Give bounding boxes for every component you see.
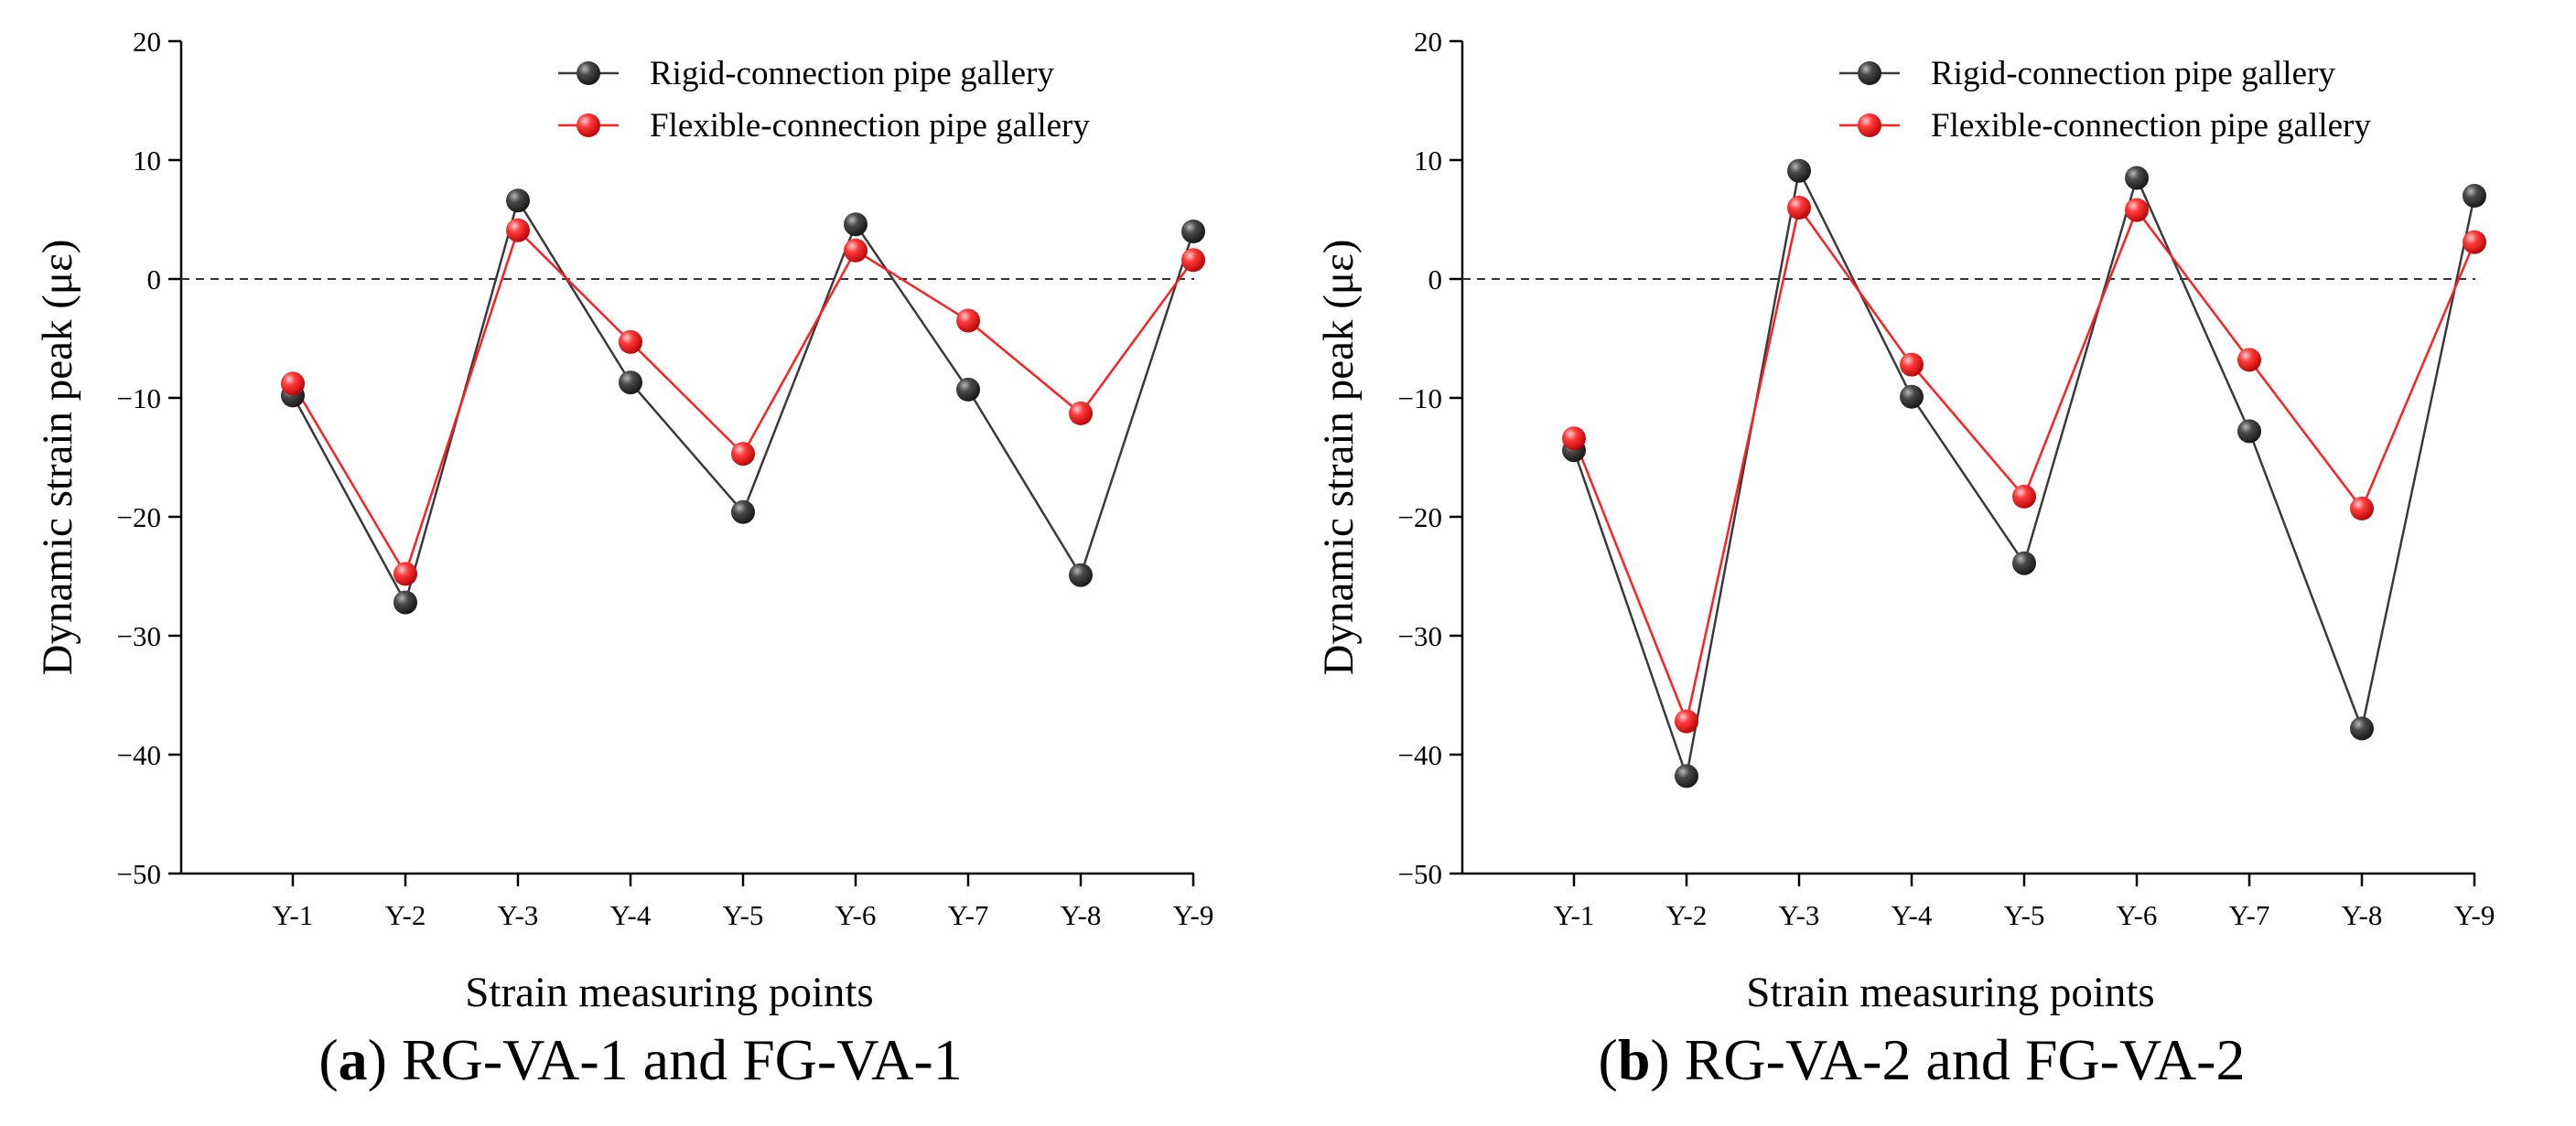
flexible-point (2350, 496, 2374, 520)
rigid-point (1181, 220, 1205, 243)
x-tick-label: Y-5 (2004, 899, 2045, 931)
y-tick-label: −40 (1398, 739, 1442, 771)
legend-label-flexible: Flexible-connection pipe gallery (1931, 107, 2371, 145)
x-tick-label: Y-2 (1666, 899, 1708, 931)
flexible-point (1562, 426, 1586, 451)
legend-marker-flexible (577, 113, 600, 137)
flexible-point (731, 442, 755, 466)
x-tick-label: Y-6 (2117, 899, 2158, 931)
y-tick-label: 0 (1428, 263, 1443, 295)
series-line-rigid (291, 198, 1195, 606)
y-axis-title: Dynamic strain peak (με) (1315, 240, 1363, 676)
y-tick-label: −50 (117, 858, 161, 890)
legend-marker-rigid (577, 61, 600, 85)
y-tick-label: 20 (133, 26, 161, 58)
rigid-point (2463, 184, 2486, 208)
x-tick-label: Y-5 (723, 899, 764, 931)
y-tick-label: 10 (133, 145, 161, 177)
flexible-point (1069, 401, 1093, 425)
caption-letter-a: a (338, 1027, 368, 1092)
x-tick-label: Y-8 (1061, 899, 1102, 931)
x-tick-label: Y-7 (948, 899, 989, 931)
flexible-point (2463, 230, 2486, 254)
x-tick-label: Y-3 (1779, 899, 1820, 931)
x-tick-label: Y-4 (610, 899, 652, 931)
x-tick-label: Y-1 (273, 899, 314, 931)
y-tick-label: −30 (1398, 620, 1442, 652)
flexible-point (506, 218, 530, 242)
x-tick-label: Y-9 (1173, 899, 1214, 931)
y-tick-label: 20 (1414, 26, 1442, 58)
legend-label-rigid: Rigid-connection pipe gallery (1931, 55, 2335, 92)
y-tick-label: −20 (1398, 501, 1442, 533)
x-tick-label: Y-4 (1892, 899, 1933, 931)
rigid-point (2237, 419, 2261, 444)
flexible-point (2012, 484, 2036, 509)
caption-letter-b: b (1617, 1027, 1651, 1092)
rigid-point (1900, 384, 1924, 409)
flexible-point (844, 238, 868, 263)
x-tick-label: Y-7 (2229, 899, 2270, 931)
x-axis-title: Strain measuring points (465, 969, 873, 1016)
flexible-point (619, 329, 642, 354)
caption-a: (a) RG-VA-1 and FG-VA-1 (318, 1027, 963, 1092)
flexible-point (1900, 352, 1924, 377)
rigid-point (844, 212, 868, 237)
rigid-point (731, 499, 755, 524)
flexible-point (2125, 198, 2149, 222)
chart-b: −50 −40 −30 −20 −10 0 10 20 Y-1 Y-2 Y-3 Y-4 Y-5 Y-6 Y-… (1315, 26, 2495, 1016)
rigid-point (619, 370, 642, 395)
y-tick-label: −50 (1398, 858, 1442, 890)
rigid-point (506, 188, 530, 213)
x-tick-label: Y-3 (498, 899, 539, 931)
y-tick-label: 10 (1414, 145, 1442, 177)
caption-text-a: RG-VA-1 and FG-VA-1 (401, 1027, 963, 1092)
flexible-point (393, 562, 417, 586)
rigid-point (1069, 563, 1093, 587)
caption-b: (b) RG-VA-2 and FG-VA-2 (1598, 1027, 2246, 1092)
caption-text-b: RG-VA-2 and FG-VA-2 (1684, 1027, 2246, 1092)
x-tick-label: Y-9 (2454, 899, 2495, 931)
rigid-point (1787, 158, 1811, 183)
legend-label-rigid: Rigid-connection pipe gallery (650, 55, 1054, 92)
series-line-flexible (1572, 204, 2476, 725)
chart-a: −50 −40 −30 −20 −10 0 10 20 Y-1 Y-2 Y-3 Y-4 Y-5 Y-6 Y-… (34, 26, 1214, 1016)
rigid-point (1675, 764, 1698, 788)
x-axis-title: Strain measuring points (1746, 969, 2154, 1016)
flexible-point (1675, 709, 1698, 734)
flexible-point (1787, 196, 1811, 220)
y-tick-label: −10 (1398, 382, 1442, 414)
y-tick-label: 0 (147, 263, 162, 295)
legend-label-flexible: Flexible-connection pipe gallery (650, 107, 1090, 145)
x-tick-label: Y-8 (2342, 899, 2383, 931)
x-tick-label: Y-2 (385, 899, 426, 931)
y-tick-label: −30 (117, 620, 161, 652)
rigid-point (2125, 166, 2149, 190)
y-tick-label: −10 (117, 382, 161, 414)
flexible-point (2237, 348, 2261, 372)
y-tick-label: −40 (117, 739, 161, 771)
panel-b: −50 −40 −30 −20 −10 0 10 20 Y-1 Y-2 Y-3 Y-4 Y-5 Y-6 Y-… (1281, 0, 2562, 1126)
flexible-point (281, 371, 305, 396)
flexible-point (956, 308, 980, 333)
y-tick-label: −20 (117, 501, 161, 533)
flexible-point (1181, 248, 1205, 273)
series-line-rigid (1572, 166, 2476, 781)
rigid-point (2350, 716, 2374, 741)
x-tick-label: Y-1 (1554, 899, 1595, 931)
legend-marker-flexible (1858, 113, 1881, 137)
rigid-point (2012, 551, 2036, 575)
y-axis-title: Dynamic strain peak (με) (34, 240, 81, 676)
x-tick-label: Y-6 (835, 899, 877, 931)
legend-marker-rigid (1858, 61, 1881, 85)
rigid-point (956, 377, 980, 402)
panel-a: −50 −40 −30 −20 −10 0 10 20 Y-1 Y-2 Y-3 Y-4 Y-5 Y-6 Y-… (0, 0, 1281, 1126)
rigid-point (393, 590, 417, 615)
